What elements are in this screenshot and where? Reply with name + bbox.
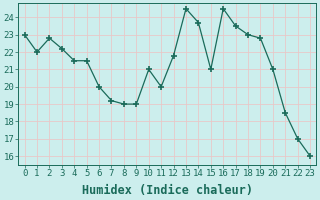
X-axis label: Humidex (Indice chaleur): Humidex (Indice chaleur) — [82, 184, 253, 197]
